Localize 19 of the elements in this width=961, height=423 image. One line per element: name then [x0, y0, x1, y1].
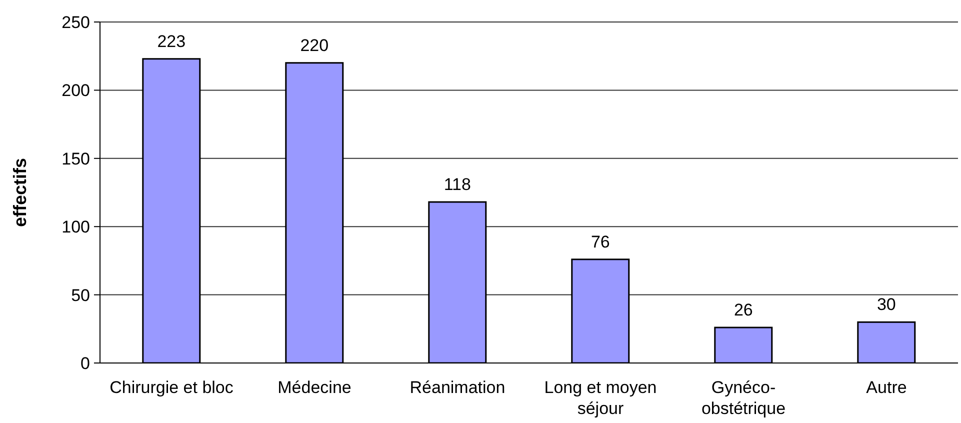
y-axis-title: effectifs: [10, 158, 30, 228]
data-label: 30: [876, 295, 896, 314]
y-tick-label: 250: [62, 13, 90, 32]
x-tick-label: Médecine: [278, 378, 352, 397]
y-tick-label: 100: [62, 218, 90, 237]
data-label: 220: [300, 36, 329, 55]
y-tick-label: 150: [62, 149, 90, 168]
data-label: 76: [590, 232, 610, 252]
data-label: 26: [734, 300, 753, 320]
x-tick-label: Autre: [866, 378, 907, 397]
x-tick-label: Long et moyen séjour: [544, 378, 657, 418]
y-tick-label: 0: [80, 354, 90, 374]
x-tick-label: Réanimation: [410, 378, 506, 397]
x-tick-label: Gynéco-obstétrique: [701, 378, 786, 418]
x-tick-label: Chirurgie et bloc: [110, 378, 234, 397]
data-label: 118: [444, 175, 471, 194]
y-tick-label: 50: [71, 286, 90, 305]
data-label: 223: [157, 32, 186, 51]
y-tick-label: 200: [62, 81, 90, 100]
